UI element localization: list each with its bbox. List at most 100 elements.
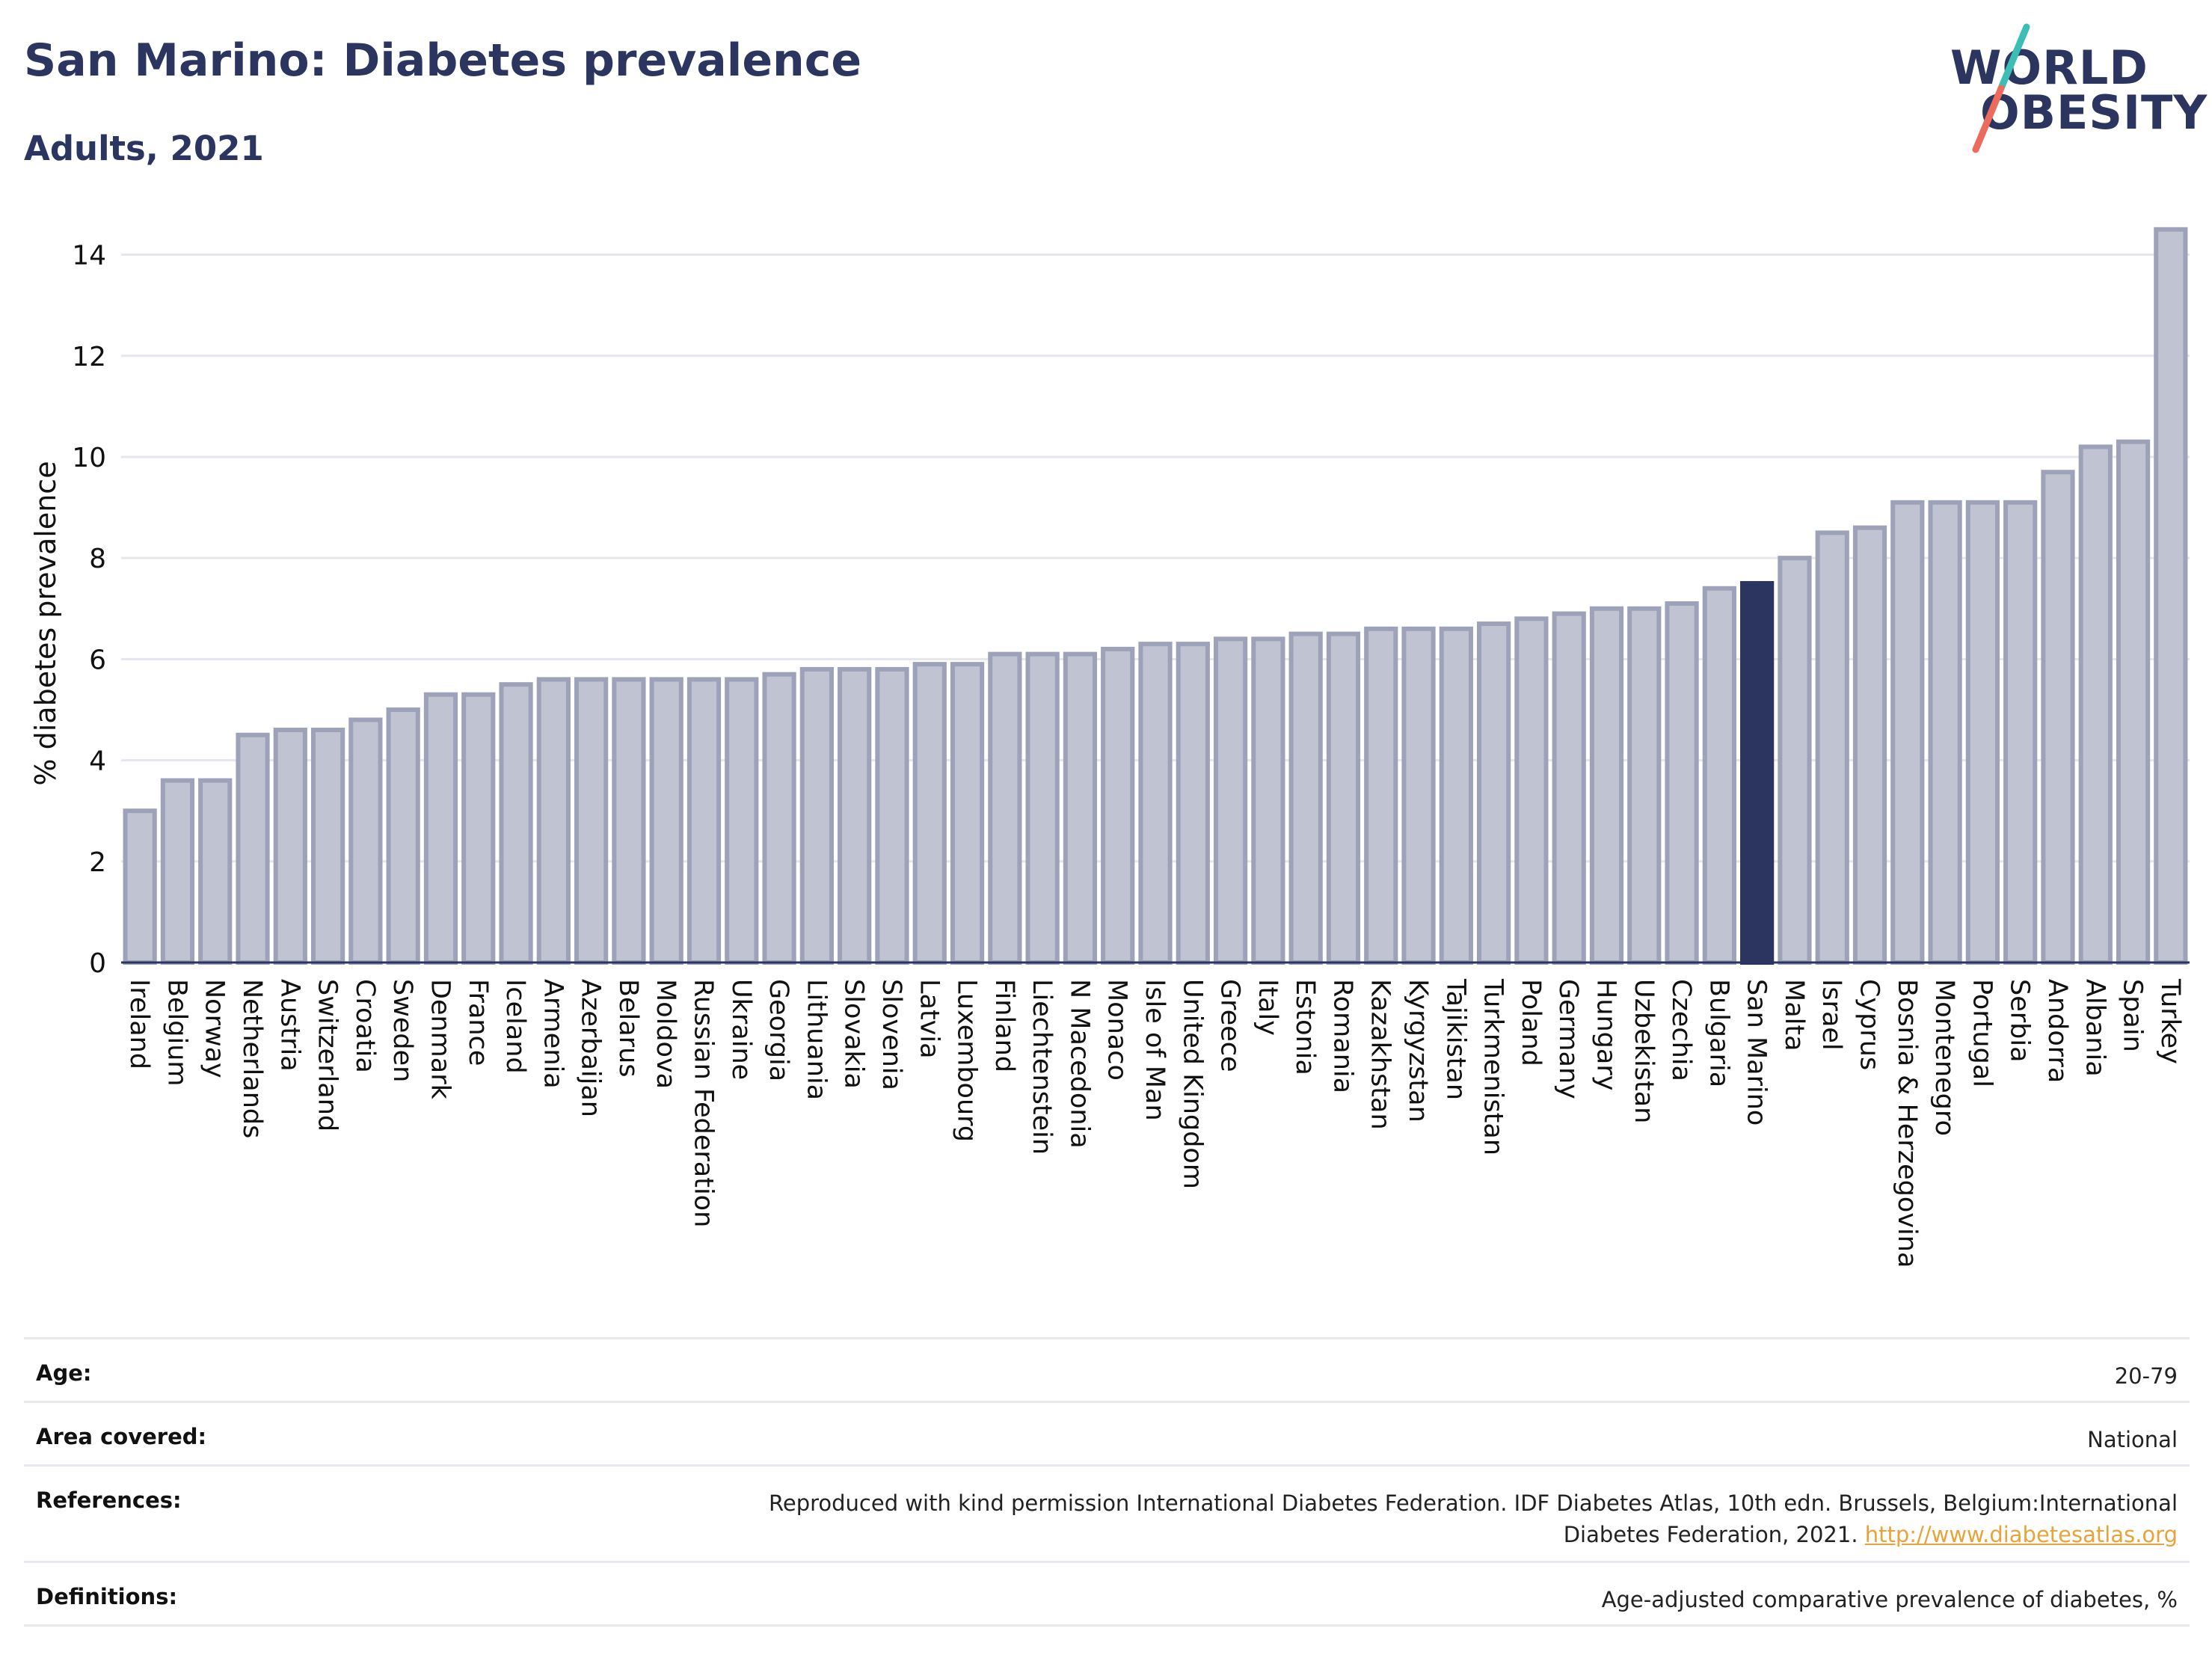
bar [461,692,496,965]
x-tick-label: Albania [2080,979,2110,1077]
world-obesity-logo[interactable]: WORLD OBESITY [1944,21,2207,156]
x-tick-label: Bosnia & Herzegovina [1892,979,1922,1268]
meta-value-definitions: Age-adjusted comparative prevalence of d… [1601,1587,2178,1612]
x-tick-label: Latvia [914,979,944,1059]
x-tick-label: Hungary [1591,979,1620,1090]
bar [499,682,533,965]
x-tick-label: Belarus [613,979,643,1078]
meta-row-age: Age: 20-79 [24,1337,2190,1401]
x-tick-label: Romania [1327,979,1357,1093]
x-tick-label: Switzerland [313,979,342,1132]
references-link[interactable]: http://www.diabetesatlas.org [1864,1522,2178,1547]
x-tick-label: Ukraine [726,979,756,1080]
meta-value-age: 20-79 [2114,1363,2178,1389]
y-tick-label: 2 [89,847,106,878]
bar [160,778,195,965]
bar [574,677,609,965]
bar [2078,444,2113,965]
x-tick-label: United Kingdom [1177,979,1207,1189]
x-tick-label: San Marino [1742,979,1772,1126]
x-tick-label: Liechtenstein [1027,979,1057,1155]
x-tick-label: Luxembourg [952,979,982,1142]
bar [1928,500,1962,965]
bar [1740,580,1775,965]
x-tick-label: Denmark [425,979,455,1100]
x-tick-label: Monaco [1102,979,1132,1081]
x-tick-label: Greece [1215,979,1245,1072]
bar [1213,636,1248,965]
bar [198,778,233,965]
bar [536,677,571,965]
bar [875,666,909,965]
bar [1552,611,1586,965]
bar [1890,500,1925,965]
x-tick-label: Ireland [124,979,154,1069]
bar [1063,651,1098,965]
bar [1778,556,1812,965]
bar [1477,621,1511,965]
meta-value-references: Reproduced with kind permission Internat… [697,1487,2178,1550]
x-tick-label: Germany [1553,979,1583,1099]
meta-label-age: Age: [36,1360,92,1386]
bar [2041,470,2075,965]
bar [273,728,307,965]
meta-row-area: Area covered: National [24,1401,2190,1464]
x-tick-label: Kyrgyzstan [1403,979,1433,1123]
bar [1627,606,1662,965]
x-tick-label: Slovakia [839,979,869,1089]
x-tick-label: Armenia [538,979,568,1089]
bar [1965,500,2000,965]
x-tick-label: Montenegro [1929,979,1959,1136]
x-tick-label: Lithuania [801,979,831,1100]
logo-line-1: WORLD [1950,40,2148,95]
x-tick-label: Andorra [2042,979,2072,1083]
bar [1401,626,1436,965]
bar [686,677,722,965]
bar [2154,227,2188,965]
x-tick-label: Poland [1516,979,1546,1066]
bar [348,717,383,965]
meta-label-definitions: Definitions: [36,1584,178,1609]
bar-chart: 0 2 4 6 8 10 12 14 % diabetes prevalence Ireland B… [29,227,2190,1268]
y-tick-label: 10 [72,443,106,473]
bar [1702,586,1736,965]
x-tick-label: Slovenia [876,979,906,1090]
x-tick-label: Iceland [500,979,530,1074]
bar [649,677,683,965]
x-tick-label: Croatia [350,979,380,1073]
x-tick-label: Turkmenistan [1478,978,1508,1155]
x-tick-label: Tajikistan [1440,978,1470,1100]
bar [762,672,796,965]
y-tick-label: 8 [89,544,106,574]
x-tick-label: Turkey [2155,978,2185,1064]
meta-row-definitions: Definitions: Age-adjusted comparative pr… [24,1561,2190,1627]
x-tick-label: Norway [200,979,230,1078]
x-tick-label: Austria [274,979,304,1072]
page-title: San Marino: Diabetes prevalence [24,34,862,87]
meta-value-area: National [2087,1427,2178,1452]
meta-label-area: Area covered: [36,1424,207,1449]
y-tick-label: 4 [89,746,106,777]
x-tick-label: Portugal [1967,979,1997,1087]
bar [2116,439,2151,965]
bar [1176,642,1210,965]
x-tick-label: Israel [1816,979,1846,1051]
x-tick-label: Kazakhstan [1365,979,1395,1130]
x-tick-label: Azerbaijan [576,979,606,1117]
x-tick-label: Isle of Man [1140,979,1170,1121]
bar [1589,606,1624,965]
x-tick-label: Moldova [651,979,681,1089]
x-tick-label: Malta [1779,979,1809,1051]
bar [1852,525,1887,965]
bar [1514,616,1549,965]
bar [1288,631,1323,965]
bar [1138,642,1173,965]
x-tick-label: Serbia [2005,979,2035,1063]
metadata-table: Age: 20-79 Area covered: National Refere… [24,1337,2190,1627]
x-tick-label: Uzbekistan [1629,979,1659,1123]
bar [1665,601,1699,965]
bar [123,808,157,965]
page-subtitle: Adults, 2021 [24,129,264,168]
bar [725,677,759,965]
y-tick-label: 6 [89,645,106,675]
